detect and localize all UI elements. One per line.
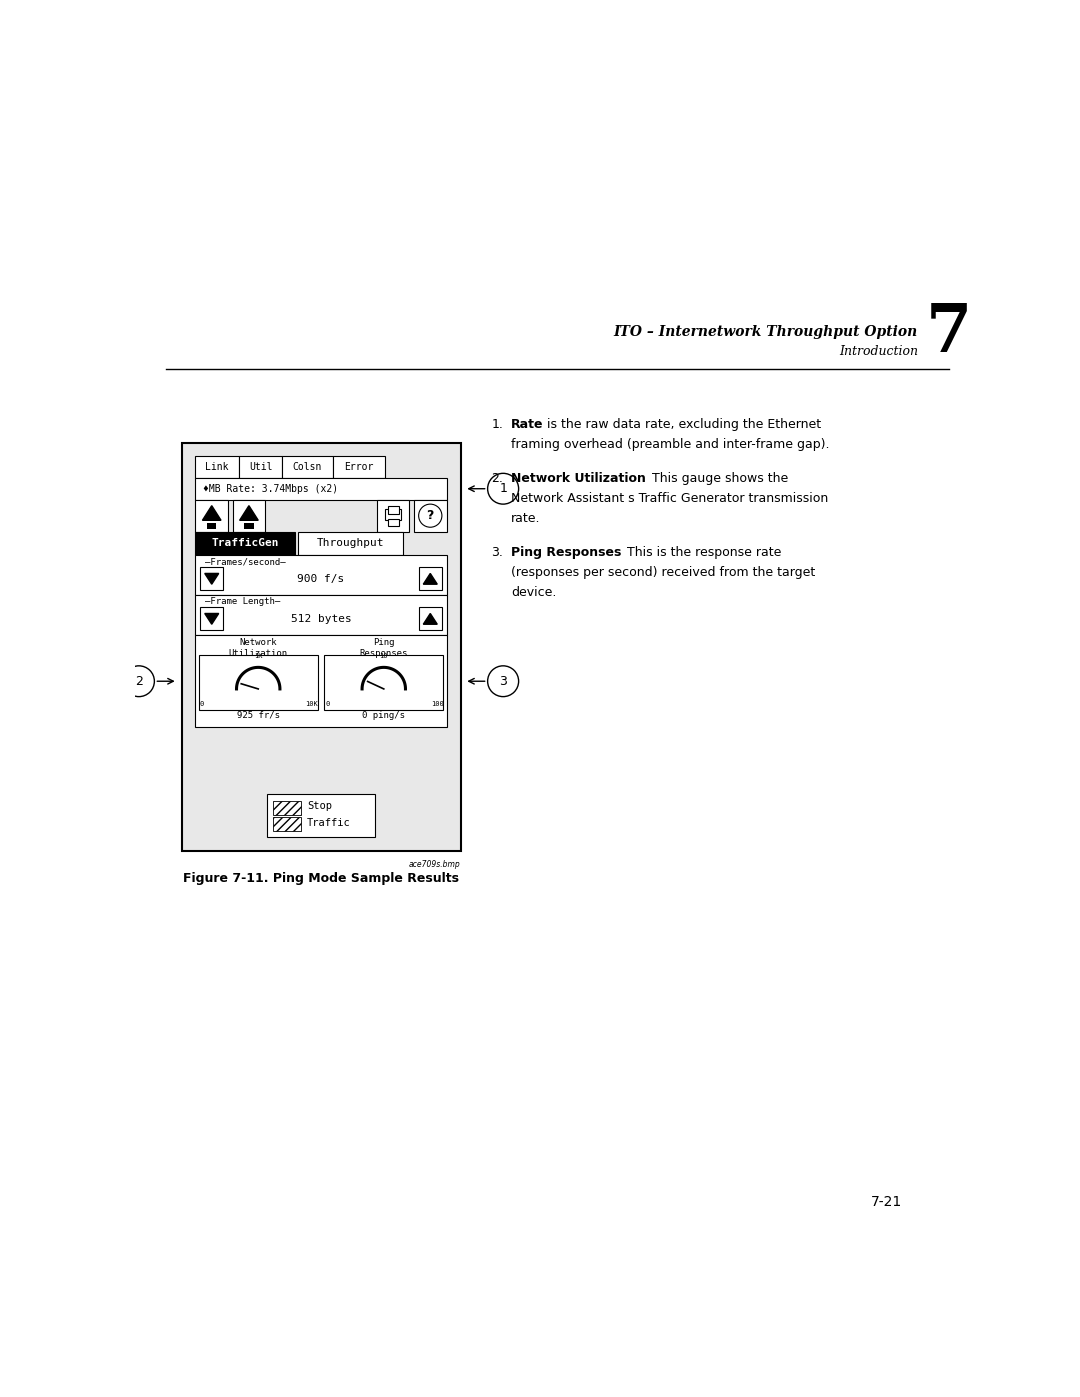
Text: is the raw data rate, excluding the Ethernet: is the raw data rate, excluding the Ethe… <box>543 418 822 430</box>
Bar <box>199 655 318 711</box>
Text: Responses: Responses <box>360 648 408 658</box>
Text: 2: 2 <box>135 675 143 687</box>
Bar <box>267 793 375 837</box>
Text: Ping Responses: Ping Responses <box>511 546 621 559</box>
Bar <box>195 500 228 532</box>
Bar <box>195 478 446 500</box>
Text: TrafficGen: TrafficGen <box>212 538 279 549</box>
Text: —Frame Length—: —Frame Length— <box>205 598 280 606</box>
Text: Network: Network <box>240 638 278 647</box>
Text: Figure 7-11. Ping Mode Sample Results: Figure 7-11. Ping Mode Sample Results <box>183 872 459 886</box>
Bar <box>333 457 386 478</box>
Bar <box>195 457 239 478</box>
Text: 3: 3 <box>499 675 508 687</box>
Text: 0: 0 <box>200 701 204 707</box>
Text: device.: device. <box>511 585 556 599</box>
Circle shape <box>488 474 518 504</box>
Text: 900 f/s: 900 f/s <box>297 574 345 584</box>
Text: ace709s.bmp: ace709s.bmp <box>408 861 460 869</box>
Text: —Frames/second—: —Frames/second— <box>205 557 285 566</box>
Text: Network Assistant s Traffic Generator transmission: Network Assistant s Traffic Generator tr… <box>511 492 828 504</box>
Text: Util: Util <box>248 462 272 472</box>
Bar <box>414 500 446 532</box>
Text: framing overhead (preamble and inter-frame gap).: framing overhead (preamble and inter-fra… <box>511 437 829 451</box>
Text: 10K: 10K <box>306 701 319 707</box>
Bar <box>195 636 446 728</box>
Text: 925 fr/s: 925 fr/s <box>237 711 280 719</box>
Text: Traffic: Traffic <box>307 817 351 828</box>
Bar <box>377 500 409 532</box>
Bar <box>200 608 224 630</box>
Text: 7-21: 7-21 <box>870 1194 902 1208</box>
Bar <box>239 457 282 478</box>
Bar <box>419 567 442 591</box>
Text: ITO – Internetwork Throughput Option: ITO – Internetwork Throughput Option <box>613 324 918 338</box>
Text: 100: 100 <box>431 701 444 707</box>
Text: Introduction: Introduction <box>839 345 918 358</box>
Text: Throughput: Throughput <box>316 538 384 549</box>
Text: 1K: 1K <box>254 654 262 659</box>
Text: 512 bytes: 512 bytes <box>291 613 351 624</box>
Polygon shape <box>423 613 437 624</box>
Text: Colsn: Colsn <box>293 462 322 472</box>
Text: 10: 10 <box>379 654 388 659</box>
Text: 1.: 1. <box>491 418 503 430</box>
Circle shape <box>123 666 154 697</box>
Text: Stop: Stop <box>307 800 332 812</box>
Bar <box>195 532 295 555</box>
Bar <box>195 555 446 595</box>
Text: rate.: rate. <box>511 511 540 525</box>
Text: This is the response rate: This is the response rate <box>619 546 782 559</box>
Bar <box>273 802 301 816</box>
Bar <box>232 500 266 532</box>
Text: ♦MB Rate: 3.74Mbps (x2): ♦MB Rate: 3.74Mbps (x2) <box>203 483 338 493</box>
Bar <box>273 817 301 831</box>
Text: 3.: 3. <box>491 546 503 559</box>
Bar <box>298 532 403 555</box>
Bar <box>324 655 444 711</box>
Polygon shape <box>202 506 221 520</box>
Text: 7: 7 <box>926 300 972 366</box>
Text: ?: ? <box>427 509 434 522</box>
Text: Link: Link <box>205 462 229 472</box>
Text: This gauge shows the: This gauge shows the <box>644 472 788 485</box>
Text: Error: Error <box>345 462 374 472</box>
Text: 1: 1 <box>499 482 508 495</box>
Text: 2.: 2. <box>491 472 503 485</box>
Bar <box>388 507 399 514</box>
Polygon shape <box>240 506 258 520</box>
Text: Ping: Ping <box>373 638 394 647</box>
Polygon shape <box>423 573 437 584</box>
Text: Rate: Rate <box>511 418 543 430</box>
Text: Network Utilization: Network Utilization <box>511 472 646 485</box>
Polygon shape <box>205 573 218 584</box>
Text: 0: 0 <box>325 701 329 707</box>
Text: (responses per second) received from the target: (responses per second) received from the… <box>511 566 815 578</box>
Bar <box>386 509 401 520</box>
Text: Utilization: Utilization <box>229 648 287 658</box>
Circle shape <box>419 504 442 527</box>
Bar <box>244 522 254 529</box>
Bar <box>388 518 399 527</box>
Bar <box>207 522 216 529</box>
Text: 0 ping/s: 0 ping/s <box>362 711 405 719</box>
Bar <box>181 443 460 851</box>
Circle shape <box>488 666 518 697</box>
Bar <box>419 608 442 630</box>
Bar <box>200 567 224 591</box>
Bar <box>195 595 446 636</box>
Polygon shape <box>205 613 218 624</box>
Bar <box>282 457 333 478</box>
